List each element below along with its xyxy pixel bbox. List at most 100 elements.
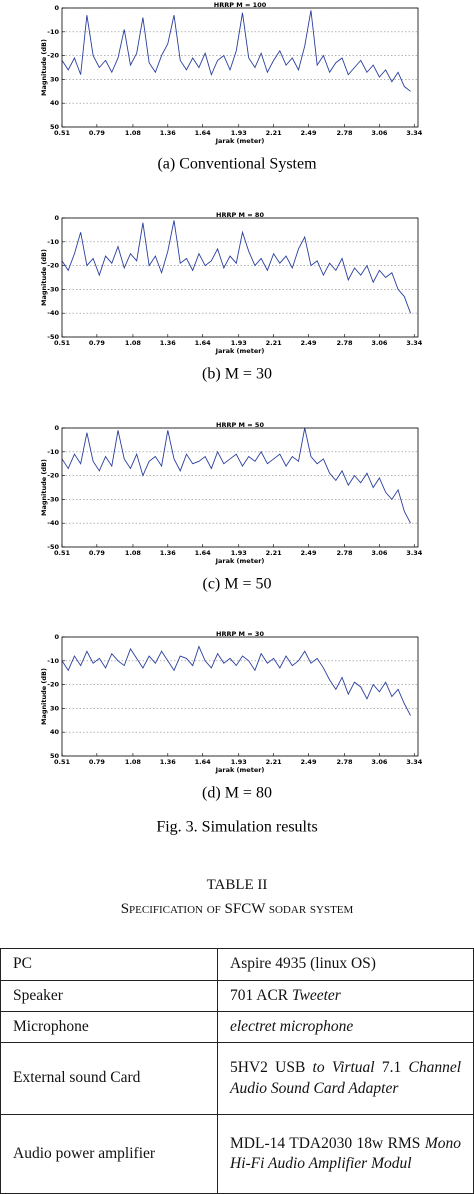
y-tick-label: -50	[47, 333, 59, 341]
table-cell: 5HV2 USB to Virtual 7.1 Channel Audio So…	[217, 1042, 474, 1115]
table-cell: PC	[0, 948, 218, 981]
y-tick-label: -10	[47, 448, 59, 456]
chart-title: HRRP M = 100	[214, 1, 267, 9]
x-axis-label: Jarak (meter)	[215, 557, 265, 565]
data-line	[61, 220, 411, 314]
x-tick-label: 1.36	[160, 129, 177, 137]
plot-frame	[61, 427, 419, 548]
x-axis-label: Jarak (meter)	[215, 347, 265, 355]
plot-frame	[61, 636, 419, 757]
x-tick-label: 0.79	[89, 758, 106, 766]
table-row: Speaker 701 ACR Tweeter	[0, 980, 474, 1012]
y-tick-label: 50	[50, 752, 60, 760]
cell-text: to Virtual	[312, 1059, 375, 1077]
x-tick-label: 3.34	[406, 549, 423, 557]
x-tick-label: 2.49	[300, 339, 317, 347]
x-tick-label: 1.64	[195, 549, 212, 557]
chart-title: HRRP M = 80	[216, 211, 264, 219]
x-tick-label: 0.79	[89, 339, 106, 347]
table-cell: Aspire 4935 (linux OS)	[217, 948, 474, 981]
y-axis-label: Magnitude (dB)	[40, 459, 48, 516]
y-tick-label: -30	[47, 495, 59, 503]
table-cell: External sound Card	[0, 1042, 218, 1115]
table-cell: electret microphone	[217, 1011, 474, 1043]
y-axis-label: Magnitude (dB)	[40, 668, 48, 725]
x-tick-label: 1.36	[160, 549, 177, 557]
caption: (a) Conventional System	[157, 156, 317, 173]
table-cell: MDL-14 TDA2030 18w RMS Mono Hi-Fi Audio …	[217, 1114, 474, 1194]
data-line	[61, 427, 411, 524]
x-tick-label: 2.21	[266, 339, 283, 347]
x-tick-label: 2.78	[337, 129, 354, 137]
x-tick-label: 2.78	[337, 758, 354, 766]
caption: (c) M = 50	[202, 576, 271, 593]
chart: 0 -10 -20 30 40 500.51 0.79 1.08 1.36 1.64 1.93 2.2…	[40, 1, 423, 173]
x-tick-label: 1.64	[195, 129, 212, 137]
y-tick-label: -10	[47, 238, 59, 246]
x-axis-label: Jarak (meter)	[215, 137, 265, 145]
data-line	[61, 645, 411, 716]
x-tick-label: 1.08	[125, 549, 142, 557]
table-title: TABLE II	[206, 877, 268, 893]
x-tick-label: 2.21	[266, 758, 283, 766]
y-tick-label: 40	[50, 728, 60, 736]
cell-text: 701 ACR	[230, 986, 289, 1004]
x-tick-label: 1.08	[125, 129, 142, 137]
cell-text: Tweeter	[292, 986, 341, 1004]
y-tick-label: 0	[54, 424, 59, 432]
y-tick-label: -20	[47, 681, 59, 689]
x-tick-label: 0.51	[54, 129, 71, 137]
y-tick-label: -30	[47, 285, 59, 293]
x-tick-label: 0.51	[54, 549, 71, 557]
cell-text: 5HV2 USB	[230, 1059, 306, 1077]
chart-title: HRRP M = 30	[216, 630, 264, 638]
y-tick-label: 0	[54, 4, 59, 12]
x-tick-label: 2.78	[337, 549, 354, 557]
y-tick-label: -40	[47, 309, 59, 317]
data-line	[61, 10, 411, 92]
chart-title: HRRP M = 50	[216, 421, 264, 429]
x-tick-label: 1.64	[195, 758, 212, 766]
x-tick-label: 1.93	[231, 129, 247, 137]
y-tick-label: -50	[47, 543, 59, 551]
y-tick-label: 30	[50, 75, 60, 83]
chart: 0 -10 -20 -30 -40 -500.51 0.79 1.08 1.36 1.64 1.93…	[40, 211, 423, 383]
cell-text: electret microphone	[230, 1017, 354, 1035]
x-tick-label: 0.79	[89, 549, 106, 557]
table-row: External sound Card 5HV2 USB to Virtual 7…	[0, 1042, 474, 1115]
x-tick-label: 0.51	[54, 339, 71, 347]
y-tick-label: -10	[47, 28, 59, 36]
x-tick-label: 2.78	[337, 339, 354, 347]
figure-caption: Fig. 3. Simulation results	[156, 819, 317, 836]
x-tick-label: 2.49	[300, 129, 317, 137]
x-tick-label: 2.49	[300, 758, 317, 766]
plot-frame	[61, 7, 419, 128]
x-tick-label: 1.08	[125, 339, 142, 347]
cell-text: 7.1	[381, 1059, 402, 1077]
x-tick-label: 3.06	[371, 758, 388, 766]
x-tick-label: 1.93	[231, 758, 247, 766]
caption: (b) M = 30	[202, 366, 272, 383]
table-cell: Speaker	[0, 980, 218, 1012]
x-tick-label: 0.51	[54, 758, 71, 766]
y-tick-label: 50	[50, 123, 60, 131]
table-cell: Audio power amplifier	[0, 1114, 218, 1194]
y-tick-label: 0	[54, 214, 59, 222]
x-tick-label: 1.93	[231, 339, 247, 347]
table-row: Audio power amplifier MDL-14 TDA2030 18w …	[0, 1114, 474, 1194]
x-tick-label: 3.34	[406, 129, 423, 137]
plot-frame	[61, 217, 419, 338]
x-tick-label: 1.08	[125, 758, 142, 766]
cell-text: Mono Hi-Fi Audio Amplifier Modul	[230, 1134, 462, 1172]
cell-text: MDL-14 TDA2030 18w RMS	[230, 1134, 421, 1152]
table-subtitle: Specification of SFCW sodar system	[120, 901, 354, 917]
caption: (d) M = 80	[202, 785, 272, 802]
x-tick-label: 3.34	[406, 758, 423, 766]
y-tick-label: 30	[50, 704, 60, 712]
cell-text: Channel Audio Sound Card Adapter	[230, 1059, 462, 1097]
x-tick-label: 3.06	[371, 339, 388, 347]
y-tick-label: -10	[47, 657, 59, 665]
y-tick-label: -20	[47, 262, 59, 270]
x-tick-label: 2.21	[266, 129, 283, 137]
